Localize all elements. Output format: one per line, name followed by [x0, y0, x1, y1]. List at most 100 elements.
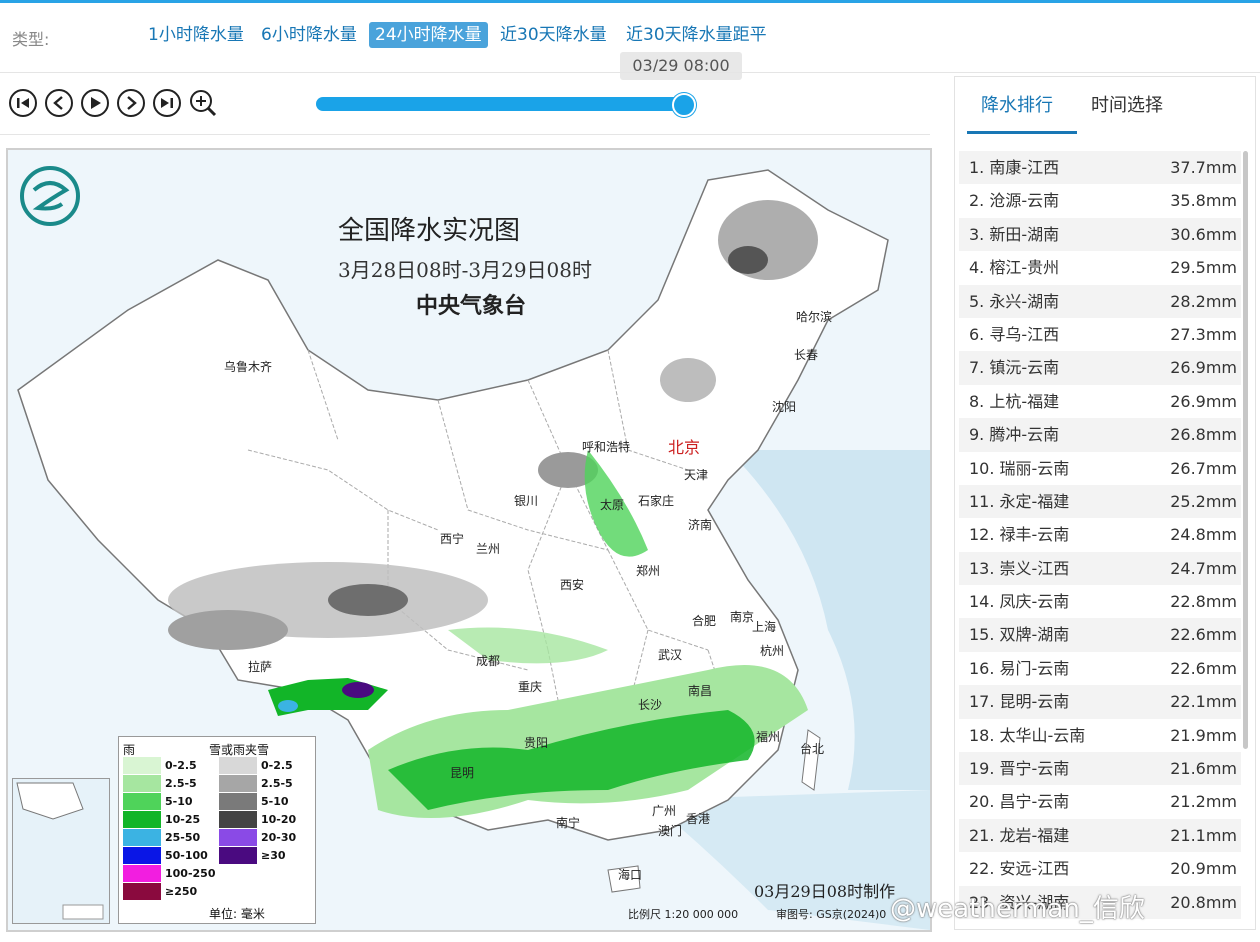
ranking-row[interactable]: 1. 南康-江西 37.7mm	[959, 151, 1241, 185]
ranking-row[interactable]: 15. 双牌-湖南 22.6mm	[959, 618, 1241, 652]
ranking-row[interactable]: 10. 瑞丽-云南 26.7mm	[959, 452, 1241, 485]
ranking-value: 21.6mm	[1170, 759, 1237, 779]
ranking-row[interactable]: 22. 安远-江西 20.9mm	[959, 852, 1241, 885]
ranking-row[interactable]: 16. 易门-云南 22.6mm	[959, 652, 1241, 685]
ranking-station: 22. 安远-江西	[969, 859, 1070, 879]
tab-time-select[interactable]: 时间选择	[1091, 95, 1163, 116]
city-label: 武汉	[658, 648, 683, 662]
prev-icon[interactable]	[44, 88, 74, 118]
made-time: 03月29日08时制作	[754, 882, 896, 901]
city-label: 南昌	[688, 684, 713, 698]
skip-back-icon[interactable]	[8, 88, 38, 118]
ranking-row[interactable]: 13. 崇义-江西 24.7mm	[959, 551, 1241, 586]
ranking-station: 4. 榕江-贵州	[969, 258, 1060, 278]
tab-30d-anomaly[interactable]: 近30天降水量距平	[626, 25, 767, 45]
legend-label: ≥30	[261, 849, 286, 862]
city-label: 杭州	[760, 644, 785, 658]
ranking-station: 10. 瑞丽-云南	[969, 458, 1070, 478]
ranking-station: 20. 昌宁-云南	[969, 792, 1070, 812]
city-label: 成都	[476, 654, 501, 668]
ranking-value: 28.2mm	[1170, 291, 1237, 311]
play-icon[interactable]	[80, 88, 110, 118]
ranking-row[interactable]: 14. 凤庆-云南 22.8mm	[959, 585, 1241, 618]
ranking-row[interactable]: 21. 龙岩-福建 21.1mm	[959, 818, 1241, 853]
city-label: 沈阳	[772, 400, 797, 414]
legend-label: 5-10	[165, 795, 193, 808]
ranking-row[interactable]: 17. 昆明-云南 22.1mm	[959, 685, 1241, 719]
legend-label: ≥250	[165, 885, 198, 898]
tab-24h-precip[interactable]: 24小时降水量	[369, 22, 488, 48]
tab-1h-precip[interactable]: 1小时降水量	[148, 25, 244, 45]
next-icon[interactable]	[116, 88, 146, 118]
ranking-row[interactable]: 4. 榕江-贵州 29.5mm	[959, 251, 1241, 284]
time-tooltip: 03/29 08:00	[620, 52, 742, 80]
ranking-row[interactable]: 8. 上杭-福建 26.9mm	[959, 385, 1241, 418]
ranking-station: 1. 南康-江西	[969, 158, 1060, 177]
ranking-list: 1. 南康-江西 37.7mm 2. 沧源-云南 35.8mm 3. 新田-湖南 30.6…	[959, 151, 1241, 919]
ranking-station: 15. 双牌-湖南	[969, 625, 1070, 645]
ranking-station: 6. 寻乌-江西	[969, 324, 1060, 344]
legend-label: 5-10	[261, 795, 289, 808]
south-china-sea-inset	[12, 778, 110, 924]
legend-swatch	[219, 829, 257, 846]
legend-label: 50-100	[165, 849, 208, 862]
time-slider-handle[interactable]	[672, 93, 696, 117]
city-label: 长春	[794, 348, 819, 362]
tab-6h-precip[interactable]: 6小时降水量	[261, 25, 357, 45]
ranking-row[interactable]: 23. 资兴-湖南 20.8mm	[959, 885, 1241, 919]
ranking-value: 35.8mm	[1170, 191, 1237, 211]
city-label: 哈尔滨	[796, 310, 833, 324]
ranking-row[interactable]: 19. 晋宁-云南 21.6mm	[959, 752, 1241, 786]
city-label: 重庆	[518, 680, 543, 694]
legend-label: 10-20	[261, 813, 297, 826]
city-label: 海口	[618, 868, 643, 882]
ranking-row[interactable]: 7. 镇沅-云南 26.9mm	[959, 351, 1241, 385]
active-tab-underline	[967, 131, 1077, 134]
top-accent-line	[0, 0, 1260, 3]
ranking-value: 22.6mm	[1170, 625, 1237, 645]
ranking-row[interactable]: 20. 昌宁-云南 21.2mm	[959, 785, 1241, 818]
ranking-value: 24.7mm	[1170, 558, 1237, 578]
legend-swatch	[219, 775, 257, 792]
ranking-value: 26.9mm	[1170, 391, 1237, 411]
ranking-value: 26.8mm	[1170, 425, 1237, 445]
watermark: @weatherman_信欣	[890, 894, 1145, 924]
ranking-value: 21.9mm	[1170, 725, 1237, 745]
city-label: 南宁	[556, 816, 581, 830]
legend-swatch	[123, 847, 161, 864]
ranking-station: 18. 太华山-云南	[969, 725, 1086, 745]
ranking-value: 22.6mm	[1170, 658, 1237, 678]
legend-swatch	[123, 883, 161, 900]
legend-rain-head: 雨	[123, 743, 136, 757]
ranking-row[interactable]: 12. 禄丰-云南 24.8mm	[959, 518, 1241, 551]
precipitation-map: 全国降水实况图 3月28日08时-3月29日08时 中央气象台 北京 乌鲁木齐 哈…	[6, 148, 932, 932]
ranking-row[interactable]: 6. 寻乌-江西 27.3mm	[959, 318, 1241, 351]
ranking-station: 13. 崇义-江西	[969, 558, 1070, 578]
ranking-value: 22.8mm	[1170, 592, 1237, 612]
city-label: 贵阳	[524, 736, 549, 750]
city-label: 西安	[560, 578, 585, 592]
ranking-value: 25.2mm	[1170, 491, 1237, 511]
ranking-row[interactable]: 5. 永兴-湖南 28.2mm	[959, 284, 1241, 318]
map-org: 中央气象台	[416, 293, 527, 319]
ranking-station: 19. 晋宁-云南	[969, 759, 1070, 779]
ranking-value: 26.7mm	[1170, 458, 1237, 478]
ranking-row[interactable]: 18. 太华山-云南 21.9mm	[959, 719, 1241, 752]
ranking-value: 26.9mm	[1170, 358, 1237, 378]
ranking-row[interactable]: 3. 新田-湖南 30.6mm	[959, 217, 1241, 252]
zoom-in-icon[interactable]	[188, 88, 218, 118]
skip-forward-icon[interactable]	[152, 88, 182, 118]
time-slider[interactable]	[316, 97, 684, 111]
ranking-row[interactable]: 2. 沧源-云南 35.8mm	[959, 184, 1241, 217]
scrollbar[interactable]	[1243, 151, 1248, 749]
ranking-station: 14. 凤庆-云南	[969, 592, 1070, 612]
ranking-value: 29.5mm	[1170, 258, 1237, 278]
tab-30d-precip[interactable]: 近30天降水量	[500, 25, 607, 45]
ranking-station: 12. 禄丰-云南	[969, 525, 1070, 545]
ranking-row[interactable]: 9. 腾冲-云南 26.8mm	[959, 418, 1241, 452]
ranking-station: 23. 资兴-湖南	[969, 892, 1070, 912]
city-label: 拉萨	[248, 660, 273, 674]
tab-precip-ranking[interactable]: 降水排行	[981, 95, 1053, 116]
city-label: 香港	[686, 812, 711, 826]
ranking-row[interactable]: 11. 永定-福建 25.2mm	[959, 484, 1241, 519]
